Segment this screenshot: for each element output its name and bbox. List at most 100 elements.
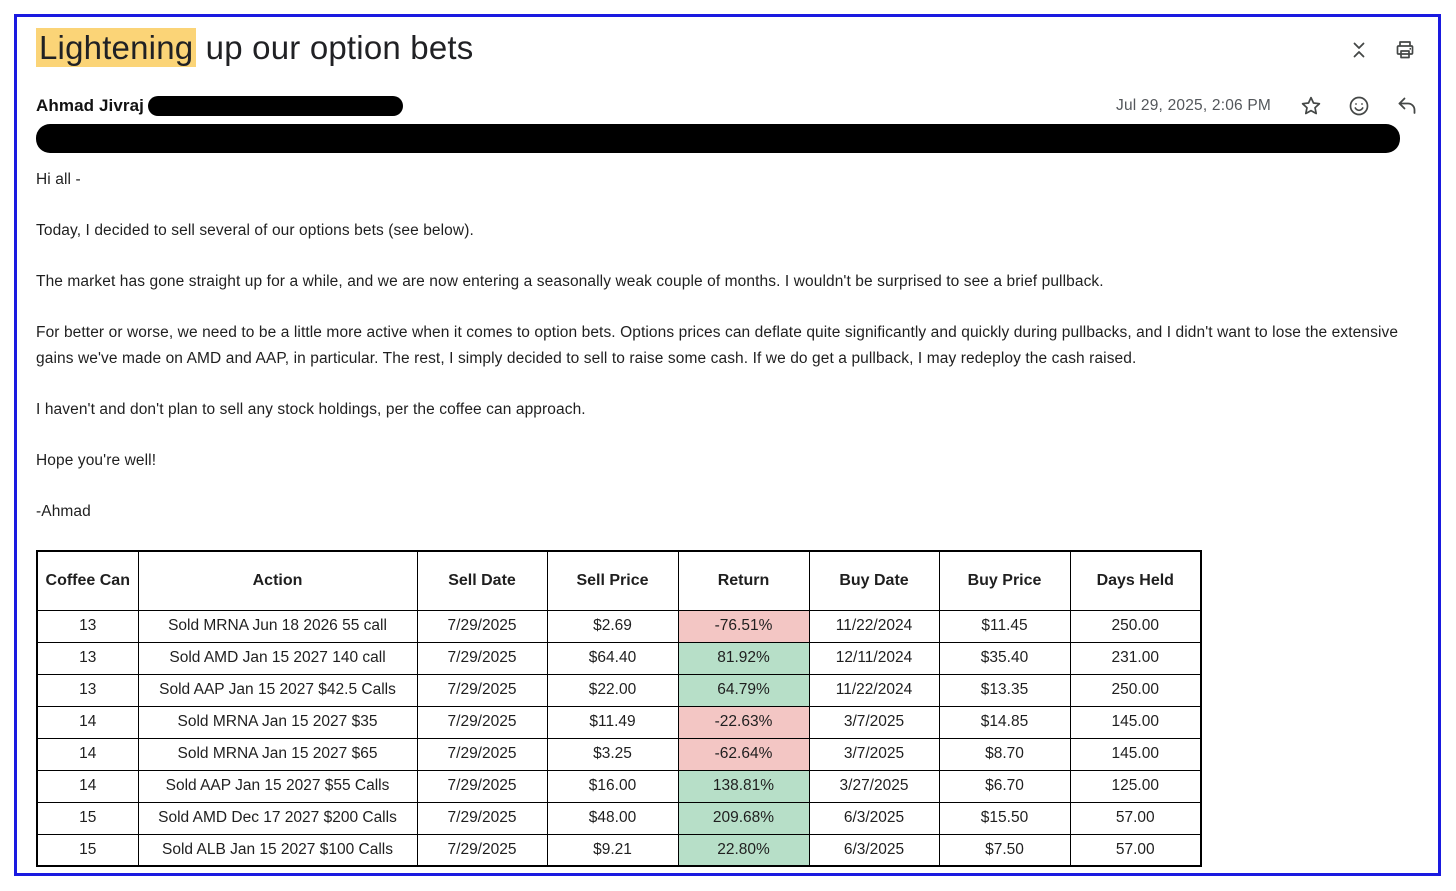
cell-days-held: 145.00 bbox=[1069, 737, 1202, 771]
cell-buy-date: 6/3/2025 bbox=[808, 833, 940, 867]
cell-days-held: 57.00 bbox=[1069, 801, 1202, 835]
reply-icon[interactable] bbox=[1395, 94, 1419, 118]
cell-sell-date: 7/29/2025 bbox=[416, 705, 548, 739]
table-row: 13 Sold MRNA Jun 18 2026 55 call 7/29/2025… bbox=[36, 609, 1202, 643]
cell-buy-date: 6/3/2025 bbox=[808, 801, 940, 835]
cell-action: Sold MRNA Jan 15 2027 $65 bbox=[137, 737, 418, 771]
cell-sell-price: $16.00 bbox=[546, 769, 679, 803]
cell-days-held: 145.00 bbox=[1069, 705, 1202, 739]
cell-buy-price: $8.70 bbox=[938, 737, 1071, 771]
cell-sell-date: 7/29/2025 bbox=[416, 801, 548, 835]
body-paragraph-signature: -Ahmad bbox=[36, 503, 91, 520]
table-row: 13 Sold AMD Jan 15 2027 140 call 7/29/2025… bbox=[36, 641, 1202, 675]
cell-buy-date: 3/7/2025 bbox=[808, 705, 940, 739]
cell-coffee-can: 13 bbox=[36, 673, 139, 707]
sender-name: Ahmad Jivraj bbox=[36, 96, 144, 115]
cell-sell-price: $64.40 bbox=[546, 641, 679, 675]
redacted-recipients-bar bbox=[36, 124, 1400, 153]
cell-coffee-can: 14 bbox=[36, 737, 139, 771]
cell-days-held: 57.00 bbox=[1069, 833, 1202, 867]
cell-action: Sold MRNA Jun 18 2026 55 call bbox=[137, 609, 418, 643]
cell-buy-price: $11.45 bbox=[938, 609, 1071, 643]
cell-return: 138.81% bbox=[677, 769, 810, 803]
cell-coffee-can: 14 bbox=[36, 705, 139, 739]
redacted-sender-email-bar bbox=[147, 96, 403, 116]
cell-sell-price: $2.69 bbox=[546, 609, 679, 643]
cell-buy-price: $13.35 bbox=[938, 673, 1071, 707]
cell-action: Sold AAP Jan 15 2027 $42.5 Calls bbox=[137, 673, 418, 707]
header-return: Return bbox=[677, 550, 810, 611]
cell-coffee-can: 13 bbox=[36, 641, 139, 675]
cell-buy-price: $14.85 bbox=[938, 705, 1071, 739]
cell-sell-price: $48.00 bbox=[546, 801, 679, 835]
body-paragraph: The market has gone straight up for a wh… bbox=[36, 273, 1104, 290]
cell-action: Sold AAP Jan 15 2027 $55 Calls bbox=[137, 769, 418, 803]
cell-buy-date: 3/27/2025 bbox=[808, 769, 940, 803]
body-paragraph: For better or worse, we need to be a lit… bbox=[36, 324, 1399, 367]
print-icon[interactable] bbox=[1393, 38, 1417, 62]
email-subject: Lightening up our option bets bbox=[36, 28, 473, 68]
email-body: Hi all - Today, I decided to sell severa… bbox=[36, 167, 1419, 525]
header-buy-date: Buy Date bbox=[808, 550, 940, 611]
collapse-icon[interactable] bbox=[1347, 38, 1371, 62]
table-body: 13 Sold MRNA Jun 18 2026 55 call 7/29/2025… bbox=[36, 609, 1202, 867]
cell-return: -76.51% bbox=[677, 609, 810, 643]
cell-buy-date: 11/22/2024 bbox=[808, 609, 940, 643]
star-icon[interactable] bbox=[1299, 94, 1323, 118]
table-row: 13 Sold AAP Jan 15 2027 $42.5 Calls 7/29/2… bbox=[36, 673, 1202, 707]
cell-return: -62.64% bbox=[677, 737, 810, 771]
cell-days-held: 250.00 bbox=[1069, 673, 1202, 707]
table-row: 14 Sold AAP Jan 15 2027 $55 Calls 7/29/202… bbox=[36, 769, 1202, 803]
trades-table: Coffee Can Action Sell Date Sell Price R… bbox=[36, 550, 1202, 867]
subject-rest: up our option bets bbox=[196, 29, 474, 66]
cell-buy-price: $35.40 bbox=[938, 641, 1071, 675]
header-sell-date: Sell Date bbox=[416, 550, 548, 611]
cell-sell-date: 7/29/2025 bbox=[416, 641, 548, 675]
cell-action: Sold ALB Jan 15 2027 $100 Calls bbox=[137, 833, 418, 867]
cell-buy-date: 11/22/2024 bbox=[808, 673, 940, 707]
cell-days-held: 250.00 bbox=[1069, 609, 1202, 643]
cell-return: 22.80% bbox=[677, 833, 810, 867]
cell-sell-price: $22.00 bbox=[546, 673, 679, 707]
cell-buy-date: 3/7/2025 bbox=[808, 737, 940, 771]
cell-coffee-can: 14 bbox=[36, 769, 139, 803]
cell-days-held: 125.00 bbox=[1069, 769, 1202, 803]
table-row: 15 Sold AMD Dec 17 2027 $200 Calls 7/29/20… bbox=[36, 801, 1202, 835]
cell-sell-price: $3.25 bbox=[546, 737, 679, 771]
cell-coffee-can: 15 bbox=[36, 833, 139, 867]
body-paragraph: Today, I decided to sell several of our … bbox=[36, 222, 474, 239]
table-row: 14 Sold MRNA Jan 15 2027 $65 7/29/2025 $3.2… bbox=[36, 737, 1202, 771]
cell-return: 64.79% bbox=[677, 673, 810, 707]
header-days-held: Days Held bbox=[1069, 550, 1202, 611]
cell-sell-date: 7/29/2025 bbox=[416, 769, 548, 803]
cell-coffee-can: 15 bbox=[36, 801, 139, 835]
header-action: Action bbox=[137, 550, 418, 611]
cell-buy-date: 12/11/2024 bbox=[808, 641, 940, 675]
emoji-icon[interactable] bbox=[1347, 94, 1371, 118]
subject-toolbar bbox=[1347, 38, 1417, 62]
cell-sell-date: 7/29/2025 bbox=[416, 609, 548, 643]
cell-return: -22.63% bbox=[677, 705, 810, 739]
cell-buy-price: $6.70 bbox=[938, 769, 1071, 803]
subject-row: Lightening up our option bets bbox=[36, 28, 1419, 68]
body-paragraph: Hope you're well! bbox=[36, 452, 157, 469]
cell-buy-price: $7.50 bbox=[938, 833, 1071, 867]
cell-sell-price: $11.49 bbox=[546, 705, 679, 739]
header-coffee-can: Coffee Can bbox=[36, 550, 139, 611]
cell-sell-date: 7/29/2025 bbox=[416, 673, 548, 707]
cell-sell-price: $9.21 bbox=[546, 833, 679, 867]
email-window: Lightening up our option bets Ahmad Jiv bbox=[14, 14, 1441, 876]
table-row: 14 Sold MRNA Jan 15 2027 $35 7/29/2025 $11.… bbox=[36, 705, 1202, 739]
table-row: 15 Sold ALB Jan 15 2027 $100 Calls 7/29/20… bbox=[36, 833, 1202, 867]
subject-highlighted-word: Lightening bbox=[36, 28, 197, 67]
cell-action: Sold AMD Jan 15 2027 140 call bbox=[137, 641, 418, 675]
sender-row: Ahmad Jivraj Jul 29, 2025, 2:06 PM bbox=[36, 94, 1419, 118]
email-date: Jul 29, 2025, 2:06 PM bbox=[1116, 97, 1271, 114]
cell-action: Sold AMD Dec 17 2027 $200 Calls bbox=[137, 801, 418, 835]
cell-sell-date: 7/29/2025 bbox=[416, 833, 548, 867]
cell-sell-date: 7/29/2025 bbox=[416, 737, 548, 771]
cell-return: 209.68% bbox=[677, 801, 810, 835]
header-sell-price: Sell Price bbox=[546, 550, 679, 611]
cell-buy-price: $15.50 bbox=[938, 801, 1071, 835]
cell-coffee-can: 13 bbox=[36, 609, 139, 643]
